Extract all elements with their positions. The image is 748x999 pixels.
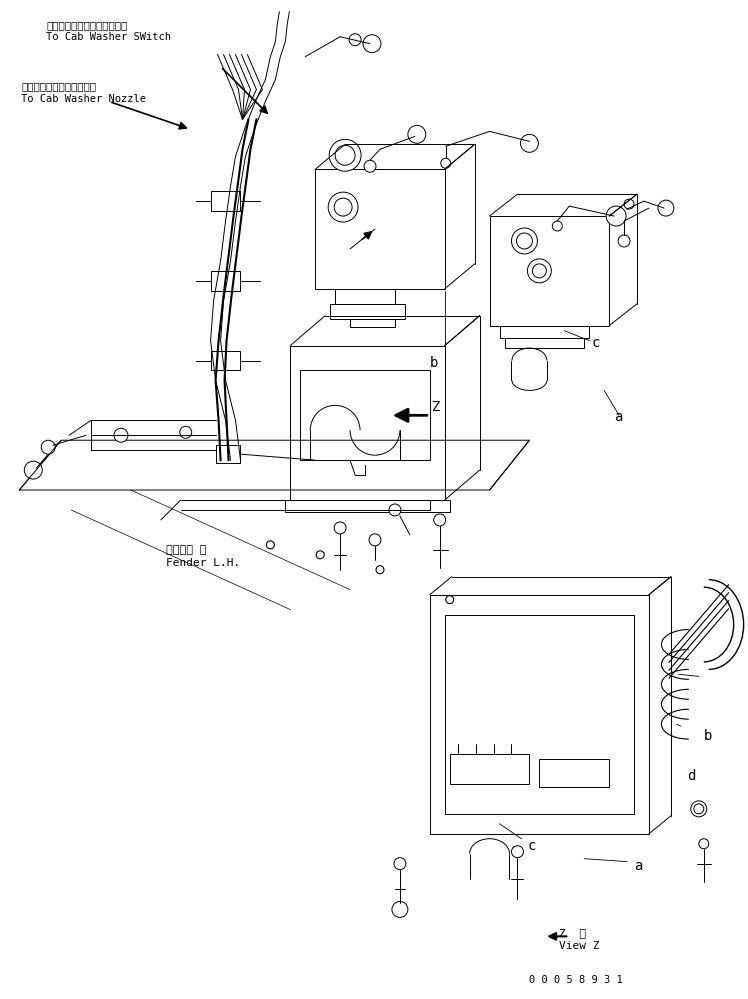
Circle shape: [446, 595, 454, 603]
Bar: [211, 191, 241, 211]
Circle shape: [699, 839, 709, 849]
Circle shape: [606, 206, 626, 226]
Bar: [330, 304, 405, 319]
Bar: [445, 614, 634, 814]
Bar: [450, 754, 530, 784]
Bar: [350, 319, 395, 327]
Circle shape: [376, 565, 384, 573]
Circle shape: [694, 804, 704, 814]
Circle shape: [266, 540, 275, 548]
Text: b: b: [430, 356, 438, 370]
Text: キャブウォッシャノズルへ: キャブウォッシャノズルへ: [21, 82, 96, 92]
Bar: [490, 216, 609, 326]
Circle shape: [408, 126, 426, 143]
Circle shape: [389, 503, 401, 515]
Bar: [215, 446, 241, 464]
Text: c: c: [527, 839, 536, 853]
Text: フェンダ 左: フェンダ 左: [166, 544, 206, 554]
Circle shape: [329, 139, 361, 171]
Text: d: d: [687, 769, 695, 783]
Circle shape: [364, 160, 376, 172]
Bar: [315, 169, 445, 289]
Text: b: b: [704, 729, 712, 743]
Circle shape: [434, 513, 446, 525]
Circle shape: [624, 199, 634, 209]
Circle shape: [521, 134, 539, 152]
Circle shape: [392, 901, 408, 917]
Circle shape: [527, 259, 551, 283]
Circle shape: [114, 429, 128, 443]
Circle shape: [334, 521, 346, 533]
Bar: [211, 351, 241, 371]
Circle shape: [618, 235, 630, 247]
Text: キャブウォッシャスイッチへ: キャブウォッシャスイッチへ: [46, 20, 127, 30]
Bar: [500, 326, 589, 338]
Circle shape: [41, 441, 55, 455]
Circle shape: [335, 145, 355, 165]
Text: To Cab Washer Nozzle: To Cab Washer Nozzle: [21, 94, 147, 104]
Circle shape: [516, 233, 533, 249]
Circle shape: [658, 200, 674, 216]
Circle shape: [328, 192, 358, 222]
Circle shape: [316, 550, 324, 558]
Circle shape: [512, 228, 537, 254]
Circle shape: [552, 221, 562, 231]
Text: 0 0 0 5 8 9 3 1: 0 0 0 5 8 9 3 1: [530, 975, 623, 985]
Circle shape: [394, 858, 406, 869]
Text: To Cab Washer SWitch: To Cab Washer SWitch: [46, 32, 171, 42]
Bar: [539, 759, 609, 787]
Text: Z  視: Z 視: [560, 928, 586, 938]
Text: c: c: [591, 336, 600, 350]
Circle shape: [512, 846, 524, 858]
Bar: [430, 594, 649, 834]
Circle shape: [349, 34, 361, 46]
Circle shape: [441, 158, 451, 168]
Bar: [285, 500, 450, 511]
Text: Fender L.H.: Fender L.H.: [166, 557, 240, 567]
Text: Z: Z: [432, 401, 440, 415]
Text: a: a: [634, 859, 643, 873]
Bar: [211, 271, 241, 291]
Bar: [300, 371, 430, 461]
Text: View Z: View Z: [560, 941, 600, 951]
Circle shape: [363, 35, 381, 53]
Circle shape: [334, 198, 352, 216]
Text: a: a: [614, 411, 622, 425]
Bar: [290, 346, 445, 500]
Circle shape: [369, 533, 381, 545]
Bar: [504, 338, 584, 348]
Circle shape: [24, 462, 42, 480]
Circle shape: [533, 264, 546, 278]
Circle shape: [180, 427, 191, 439]
